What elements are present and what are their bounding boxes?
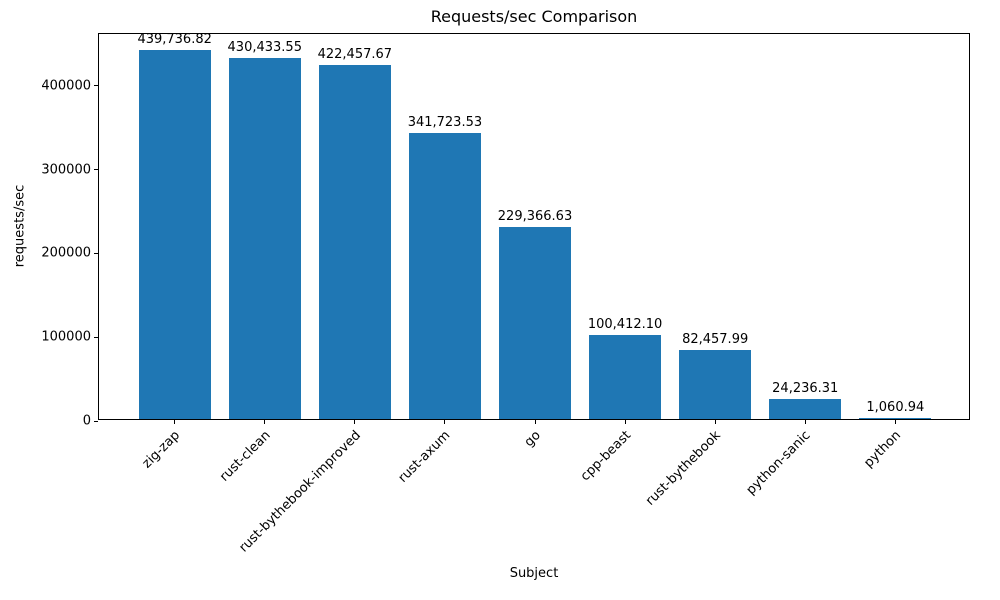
plot-area: 0 100000 200000 300000 400000 439,736.82 zig-z… [41, 32, 970, 555]
x-axis-tick-label: python-sanic [743, 428, 814, 498]
x-axis-tick [354, 420, 356, 424]
bar-rust-bythebook-improved [318, 64, 391, 419]
bar-rust-clean [228, 58, 301, 419]
x-axis-tick-label: cpp-beast [577, 428, 634, 485]
bar-value-label: 430,433.55 [227, 40, 302, 56]
x-axis-tick [624, 420, 626, 424]
x-axis-tick [804, 420, 806, 424]
bar-rust-axum [408, 132, 481, 419]
x-axis-tick [714, 420, 716, 424]
x-axis-tick [174, 420, 176, 424]
y-axis-tick-label: 100000 [41, 329, 91, 345]
y-axis-tick-label: 0 [82, 413, 91, 429]
bar-zig-zap [138, 50, 211, 419]
chart-title: Requests/sec Comparison [430, 7, 638, 26]
bar-value-label: 24,236.31 [772, 380, 839, 396]
bar-value-label: 100,412.10 [587, 316, 663, 332]
x-axis-tick [534, 420, 536, 424]
y-axis-tick [94, 169, 98, 171]
y-axis-label: requests/sec [12, 184, 28, 268]
bar-value-label: 422,457.67 [317, 46, 393, 62]
bar-python [859, 418, 932, 419]
x-axis-label: Subject [509, 566, 559, 581]
y-axis-tick [94, 336, 98, 338]
y-axis-tick-label: 400000 [41, 78, 91, 94]
y-axis-tick-label: 200000 [41, 245, 91, 261]
bar-value-label: 341,723.53 [407, 114, 483, 130]
bar-value-label: 439,736.82 [137, 32, 212, 48]
x-axis-tick [264, 420, 266, 424]
bar-python-sanic [769, 398, 842, 419]
x-axis-tick-label: rust-clean [216, 428, 274, 485]
x-axis-tick-label: rust-bythebook [643, 428, 724, 509]
y-axis-tick-label: 300000 [41, 162, 91, 178]
bar-value-label: 229,366.63 [497, 208, 573, 224]
y-axis-tick [94, 85, 98, 87]
y-axis-tick [94, 420, 98, 422]
x-axis-tick-label: rust-axum [395, 428, 454, 486]
x-axis-tick-label: go [521, 428, 544, 451]
bar-rust-bythebook [679, 349, 752, 419]
bar-value-label: 82,457.99 [682, 331, 749, 347]
x-axis-tick-label: zig-zap [139, 428, 184, 472]
bar-cpp-beast [589, 334, 662, 419]
bar-value-label: 1,060.94 [866, 400, 925, 415]
y-axis-tick [94, 252, 98, 254]
x-axis-tick [444, 420, 446, 424]
x-axis-tick [894, 420, 896, 424]
bar-go [498, 226, 572, 419]
x-axis-tick-label: python [861, 428, 904, 471]
